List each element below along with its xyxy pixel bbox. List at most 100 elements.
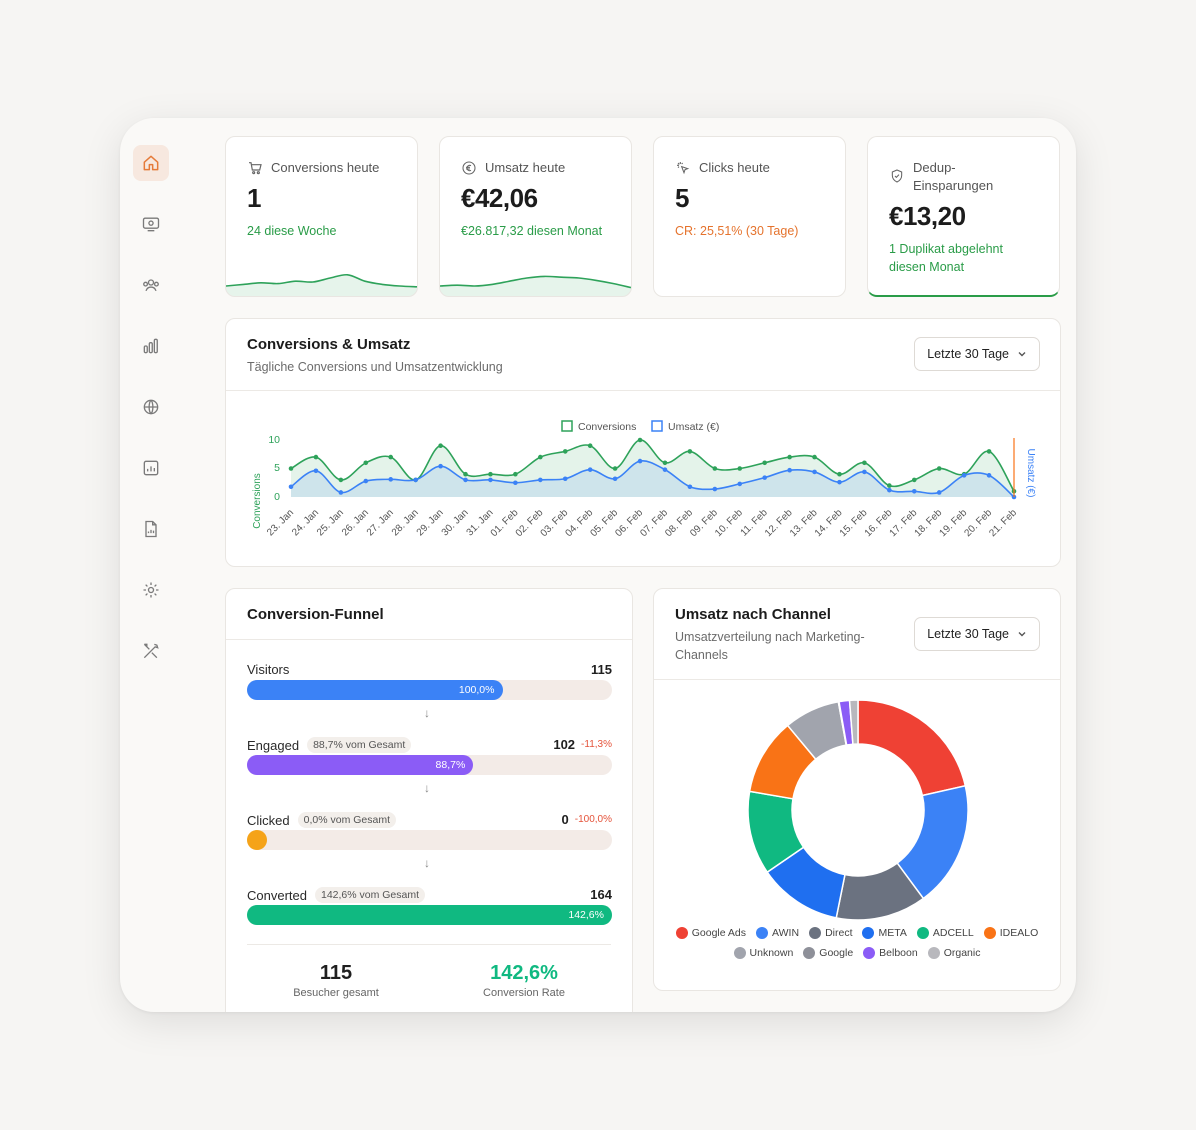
data-point[interactable]	[762, 475, 767, 480]
data-point[interactable]	[388, 454, 394, 460]
nav-reports[interactable]	[133, 450, 169, 486]
donut-slice-organic[interactable]	[848, 699, 859, 746]
data-point[interactable]	[313, 468, 319, 474]
data-point[interactable]	[812, 469, 817, 475]
data-point[interactable]	[887, 487, 892, 493]
funnel-track	[247, 830, 612, 850]
data-point[interactable]	[338, 477, 344, 483]
legend-item-google-ads[interactable]: Google Ads	[675, 927, 746, 939]
funnel-bar-label: 142,6%	[568, 909, 604, 921]
data-point[interactable]	[313, 454, 319, 460]
nav-dashboard[interactable]	[133, 206, 169, 242]
data-point[interactable]	[538, 454, 543, 460]
data-point[interactable]	[513, 471, 518, 477]
data-point[interactable]	[338, 490, 344, 495]
data-point[interactable]	[587, 467, 593, 472]
data-point[interactable]	[513, 480, 518, 486]
arrow-down-icon: ↓	[424, 706, 430, 720]
legend-swatch-umsatz[interactable]	[651, 420, 663, 432]
data-point[interactable]	[662, 460, 668, 466]
data-point[interactable]	[787, 467, 792, 473]
data-point[interactable]	[662, 467, 668, 472]
data-point[interactable]	[612, 466, 618, 471]
funnel-step-delta: -100,0%	[574, 814, 612, 825]
euro-icon	[462, 161, 476, 175]
data-point[interactable]	[936, 490, 942, 495]
data-point[interactable]	[587, 443, 593, 448]
data-point[interactable]	[887, 483, 892, 488]
funnel-step-share-badge: 142,6% vom Gesamt	[314, 887, 426, 903]
range-select-value: Letzte 30 Tage	[927, 347, 1009, 361]
data-point[interactable]	[961, 473, 967, 478]
conversion-funnel-card: Conversion-Funnel Visitors 115 100,0% ↓ …	[225, 588, 633, 1012]
data-point[interactable]	[463, 471, 468, 477]
legend-label-conversions[interactable]: Conversions	[578, 421, 636, 433]
legend-item-direct[interactable]: Direct	[809, 927, 852, 939]
legend-label-umsatz[interactable]: Umsatz (€)	[668, 421, 719, 433]
data-point[interactable]	[388, 477, 394, 482]
data-point[interactable]	[762, 460, 767, 466]
legend-item-unknown[interactable]: Unknown	[733, 947, 793, 959]
legend-dot	[756, 927, 769, 939]
nav-home[interactable]	[133, 145, 169, 181]
data-point[interactable]	[288, 484, 294, 490]
data-point[interactable]	[637, 458, 643, 464]
donut-slice-google-ads[interactable]	[857, 699, 967, 797]
legend-item-awin[interactable]: AWIN	[756, 927, 799, 939]
data-point[interactable]	[712, 486, 718, 492]
data-point[interactable]	[438, 443, 443, 448]
nav-users[interactable]	[133, 267, 169, 303]
range-select[interactable]: Letzte 30 Tage	[914, 337, 1040, 371]
funnel-bar: 142,6%	[247, 905, 612, 925]
data-point[interactable]	[463, 477, 468, 483]
data-point[interactable]	[413, 477, 418, 483]
range-select[interactable]: Letzte 30 Tage	[914, 617, 1040, 651]
data-point[interactable]	[562, 476, 568, 482]
nav-globe[interactable]	[133, 389, 169, 425]
x-tick-label: 10. Feb	[713, 507, 745, 539]
data-point[interactable]	[837, 479, 842, 485]
data-point[interactable]	[488, 477, 493, 483]
data-point[interactable]	[911, 477, 917, 483]
data-point[interactable]	[488, 471, 493, 477]
data-point[interactable]	[363, 478, 369, 484]
data-point[interactable]	[637, 437, 643, 443]
data-point[interactable]	[712, 466, 718, 471]
data-point[interactable]	[288, 466, 294, 471]
data-point[interactable]	[687, 449, 693, 454]
legend-swatch-conversions[interactable]	[561, 420, 573, 432]
data-point[interactable]	[737, 481, 743, 487]
divider	[247, 944, 611, 945]
data-point[interactable]	[911, 489, 917, 494]
data-point[interactable]	[538, 477, 543, 483]
data-point[interactable]	[936, 466, 942, 471]
legend-item-belboon[interactable]: Belboon	[863, 947, 918, 959]
data-point[interactable]	[862, 460, 867, 466]
data-point[interactable]	[363, 460, 369, 466]
legend-item-idealo[interactable]: IDEALO	[983, 927, 1038, 939]
data-point[interactable]	[812, 454, 817, 460]
data-point[interactable]	[986, 473, 992, 478]
data-point[interactable]	[687, 484, 693, 490]
legend-item-adcell[interactable]: ADCELL	[916, 927, 974, 939]
data-point[interactable]	[737, 466, 743, 471]
nav-tools[interactable]	[133, 633, 169, 669]
x-tick-label: 26. Jan	[340, 507, 371, 538]
nav-analytics[interactable]	[133, 328, 169, 364]
stat-label: Conversion Rate	[483, 987, 565, 999]
nav-settings[interactable]	[133, 572, 169, 608]
bar-chart-icon	[143, 338, 158, 354]
data-point[interactable]	[862, 469, 867, 475]
legend-item-meta[interactable]: META	[862, 927, 907, 939]
data-point[interactable]	[837, 471, 842, 477]
funnel-track: 142,6%	[247, 905, 612, 925]
data-point[interactable]	[562, 449, 568, 454]
legend-item-organic[interactable]: Organic	[927, 947, 980, 959]
data-point[interactable]	[986, 449, 992, 454]
legend-item-google[interactable]: Google	[803, 947, 853, 959]
nav-file-chart[interactable]	[133, 511, 169, 547]
data-point[interactable]	[612, 476, 618, 482]
card-title: Conversions & Umsatz	[247, 336, 411, 353]
data-point[interactable]	[438, 463, 443, 469]
data-point[interactable]	[787, 454, 792, 460]
